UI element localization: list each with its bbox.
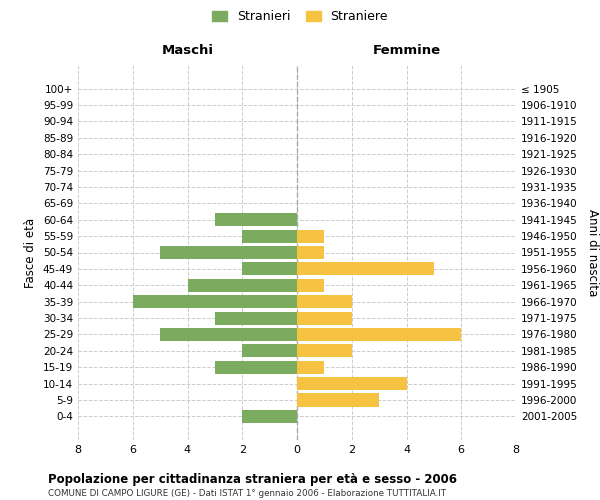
Bar (297, 295, 352, 308)
Bar (297, 246, 325, 259)
Y-axis label: Fasce di età: Fasce di età (25, 218, 37, 288)
Bar (215, 360, 297, 374)
Bar (297, 344, 352, 358)
Bar (297, 360, 325, 374)
Bar (160, 246, 297, 259)
Text: Maschi: Maschi (161, 44, 214, 58)
Bar (242, 230, 297, 242)
Y-axis label: Anni di nascita: Anni di nascita (586, 209, 599, 296)
Bar (297, 230, 325, 242)
Bar (297, 278, 325, 292)
Bar (187, 278, 297, 292)
Text: Popolazione per cittadinanza straniera per età e sesso - 2006: Popolazione per cittadinanza straniera p… (48, 472, 457, 486)
Bar (160, 328, 297, 341)
Bar (297, 394, 379, 406)
Bar (297, 262, 434, 276)
Text: COMUNE DI CAMPO LIGURE (GE) - Dati ISTAT 1° gennaio 2006 - Elaborazione TUTTITAL: COMUNE DI CAMPO LIGURE (GE) - Dati ISTAT… (48, 489, 446, 498)
Bar (215, 312, 297, 324)
Bar (297, 312, 352, 324)
Bar (297, 328, 461, 341)
Bar (133, 295, 297, 308)
Legend: Stranieri, Straniere: Stranieri, Straniere (208, 6, 392, 26)
Bar (242, 262, 297, 276)
Bar (242, 344, 297, 358)
Bar (242, 410, 297, 423)
Bar (215, 213, 297, 226)
Text: Femmine: Femmine (373, 44, 440, 58)
Bar (297, 377, 407, 390)
